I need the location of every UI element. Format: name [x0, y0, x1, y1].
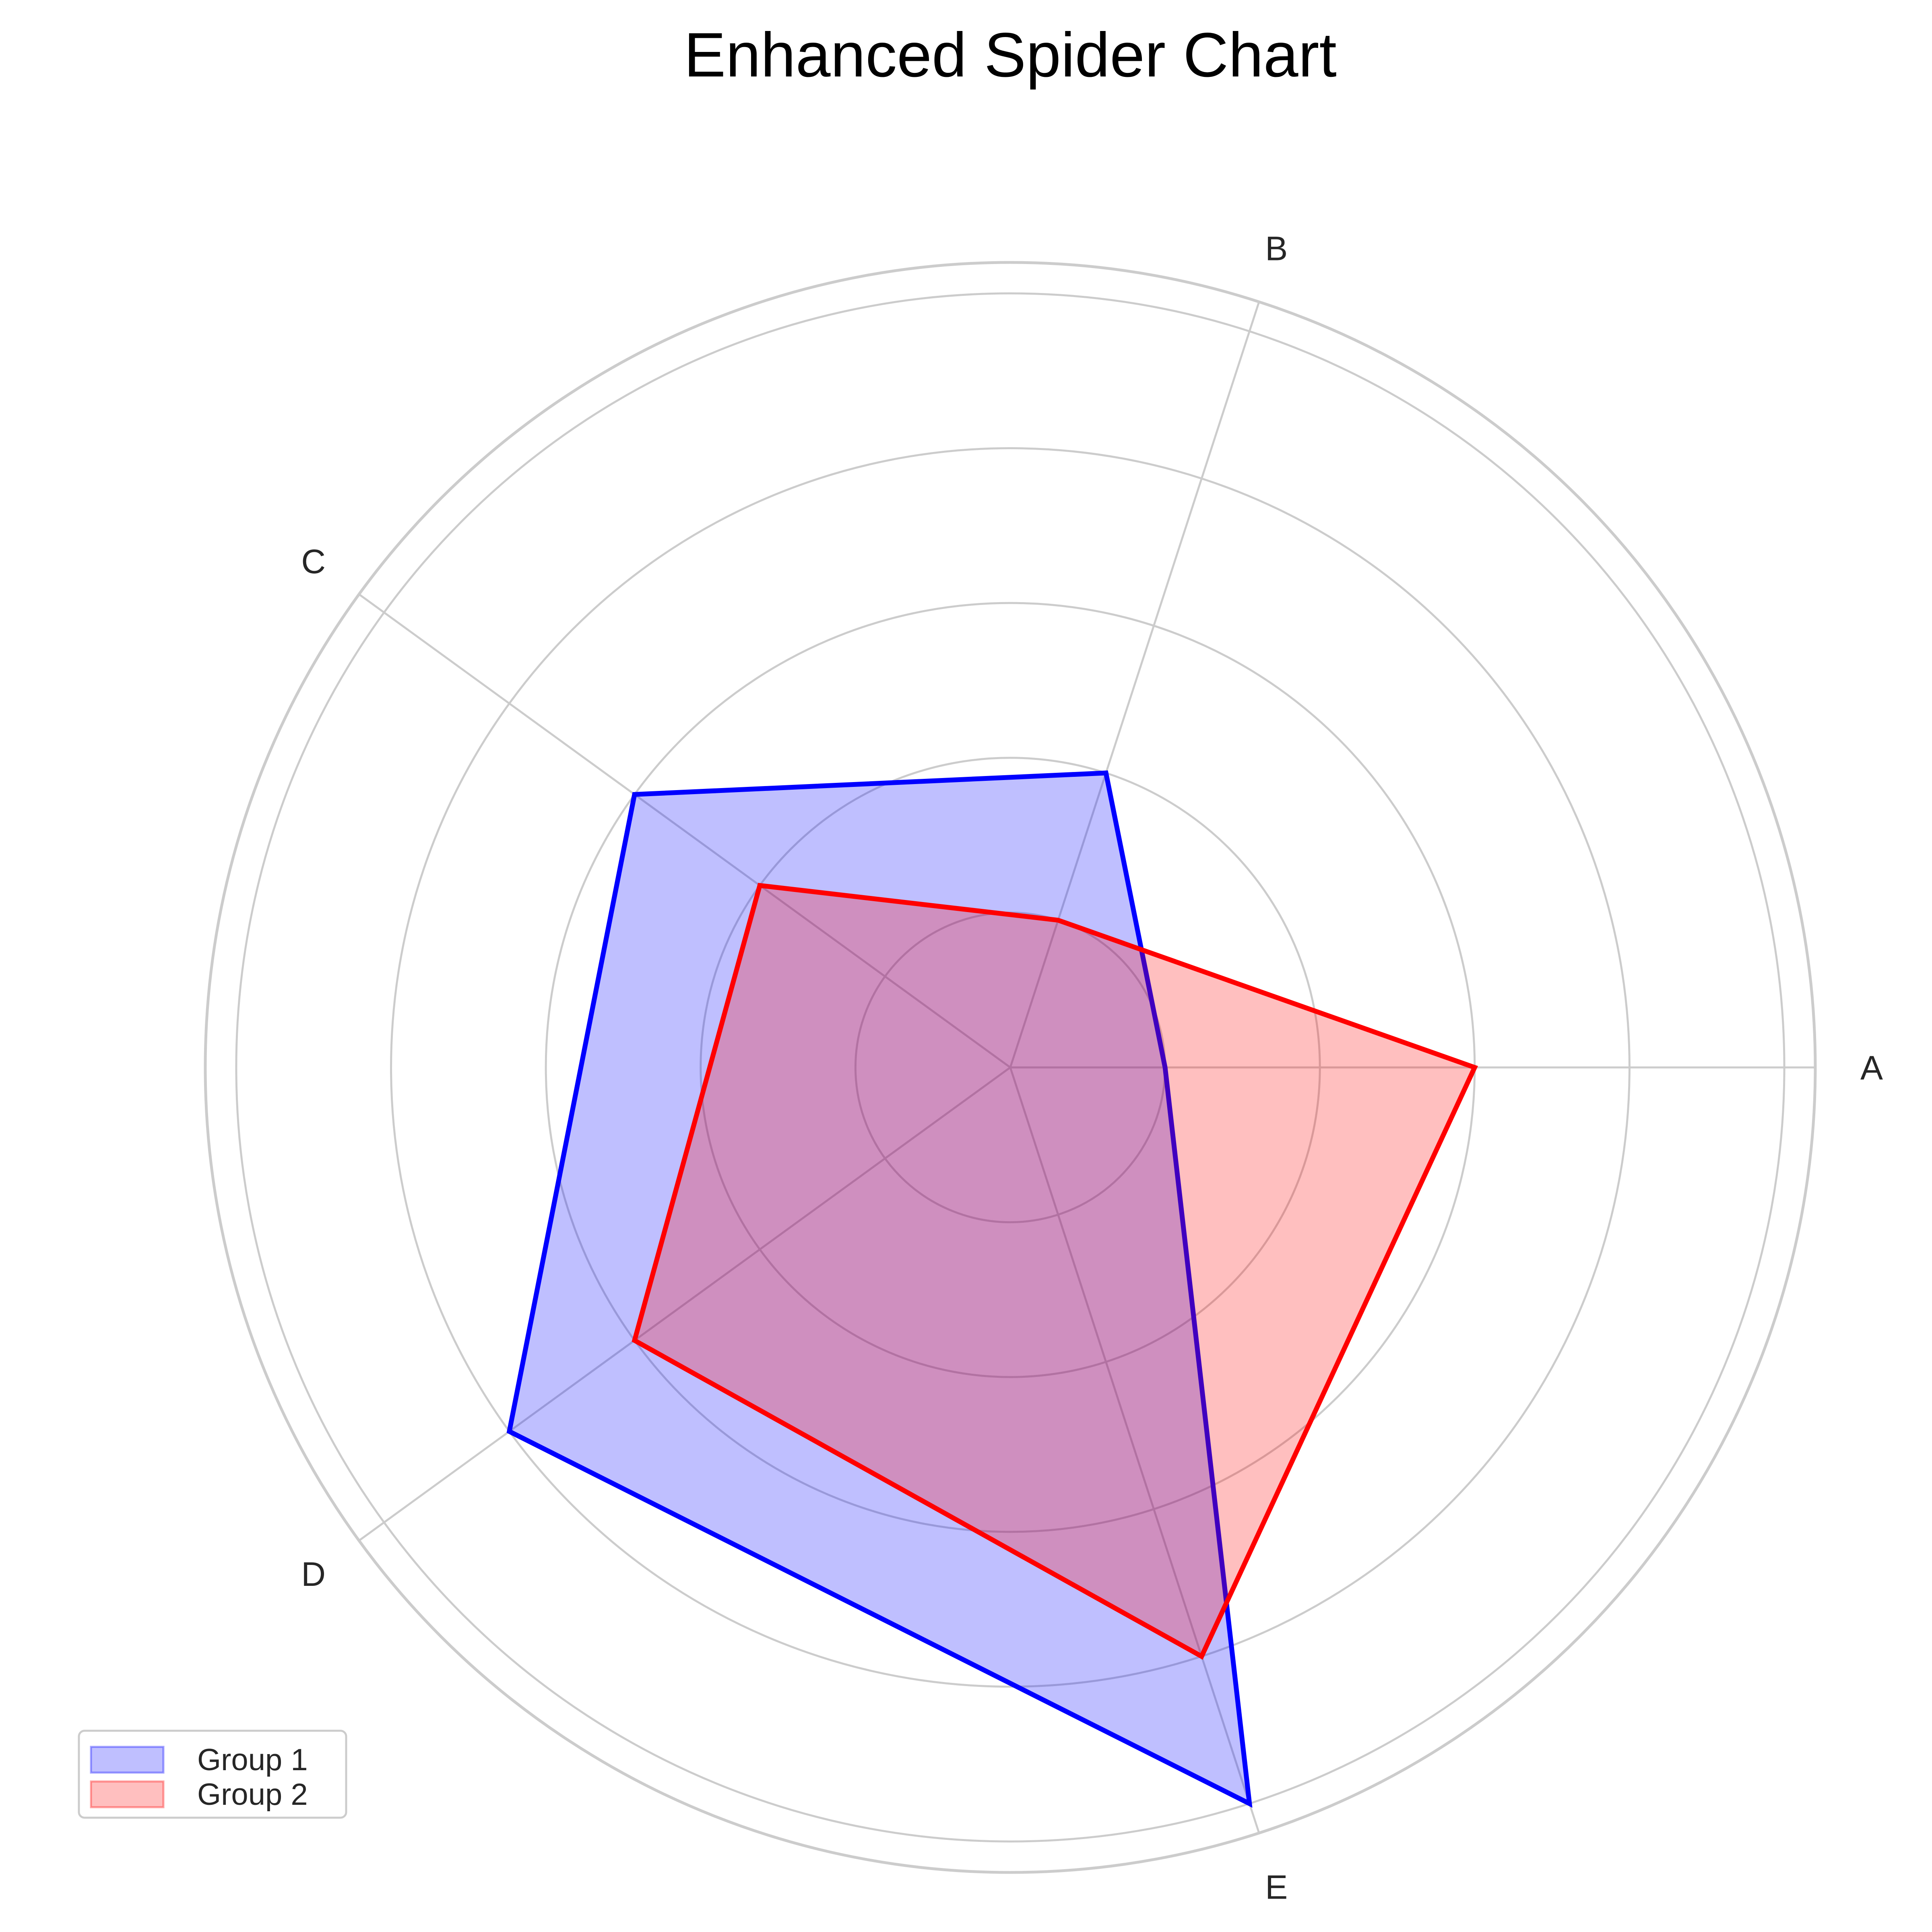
axis-label-e: E	[1265, 1868, 1288, 1906]
series-layer	[506, 770, 1478, 1808]
axis-label-d: D	[301, 1555, 326, 1593]
legend-swatch-group-1	[90, 1746, 165, 1774]
spoke-b	[1009, 301, 1260, 1068]
series-line-group-1	[506, 770, 1253, 1808]
axis-label-b: B	[1265, 230, 1288, 268]
series-area-group-1	[509, 773, 1250, 1804]
legend-label-group-2: Group 2	[197, 1777, 308, 1812]
axis-label-c: C	[301, 543, 326, 580]
legend-frame	[78, 1730, 347, 1819]
spoke-c	[358, 593, 1011, 1069]
axis-labels: A B C D E	[301, 230, 1883, 1906]
axis-label-a: A	[1860, 1049, 1883, 1087]
spoke-d	[358, 1066, 1011, 1542]
series-area-group-2	[634, 885, 1475, 1657]
legend-label-group-1: Group 1	[197, 1743, 308, 1777]
chart-title: Enhanced Spider Chart	[684, 20, 1337, 90]
legend-swatch-group-2	[90, 1780, 165, 1808]
spoke-e	[1009, 1067, 1260, 1833]
series-line-group-2	[632, 883, 1478, 1660]
radial-grid	[204, 261, 1817, 1874]
legend: Group 1 Group 2	[78, 1730, 347, 1819]
